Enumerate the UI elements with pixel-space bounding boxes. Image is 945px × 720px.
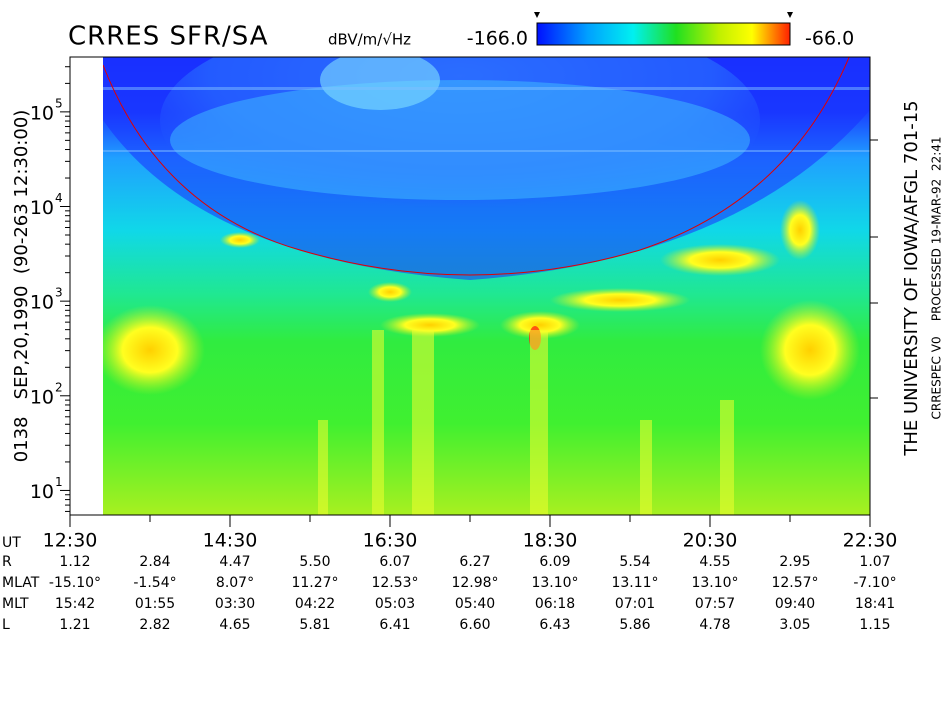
x-tick-label: 12:30 <box>43 530 98 552</box>
ephemeris-value: 6.27 <box>459 554 490 570</box>
ephemeris-value: 05:03 <box>375 596 415 612</box>
y-tick-label: 10 <box>30 386 54 408</box>
ephemeris-value: 1.15 <box>859 617 890 633</box>
ephemeris-value: 13.10° <box>531 575 578 591</box>
ephemeris-value: 07:01 <box>615 596 655 612</box>
ephemeris-value: 09:40 <box>775 596 815 612</box>
ephemeris-row-name: L <box>2 617 10 633</box>
ephemeris-value: -15.10° <box>49 575 101 591</box>
ephemeris-value: 5.54 <box>619 554 650 570</box>
ephemeris-value: 1.07 <box>859 554 890 570</box>
ephemeris-value: 4.78 <box>699 617 730 633</box>
ephemeris-value: 18:41 <box>855 596 895 612</box>
y-tick-label: 10 <box>30 197 54 219</box>
right-label: THE UNIVERSITY OF IOWA/AFGL 701-15 <box>901 100 922 456</box>
x-tick-label: 18:30 <box>523 530 578 552</box>
ephemeris-value: 6.07 <box>379 554 410 570</box>
ephemeris-value: 04:22 <box>295 596 335 612</box>
ephemeris-value: 13.11° <box>611 575 658 591</box>
ephemeris-value: 13.10° <box>691 575 738 591</box>
x-tick-label: 22:30 <box>843 530 898 552</box>
ephemeris-value: 6.60 <box>459 617 490 633</box>
ephemeris-row-name: MLT <box>2 596 29 612</box>
ephemeris-value: 4.47 <box>219 554 250 570</box>
colorbar <box>536 22 791 46</box>
ephemeris-value: -1.54° <box>133 575 176 591</box>
y-tick-label: 10 <box>30 481 54 503</box>
processing-note: CRRESPEC V0 PROCESSED 19-MAR-92 22:41 <box>930 136 944 419</box>
ephemeris-value: -7.10° <box>853 575 896 591</box>
chart-title: CRRES SFR/SA <box>68 22 269 52</box>
ephemeris-value: 2.95 <box>779 554 810 570</box>
ephemeris-value: 12.53° <box>371 575 418 591</box>
ephemeris-value: 5.86 <box>619 617 650 633</box>
ephemeris-value: 07:57 <box>695 596 735 612</box>
right-axis-ticks <box>870 139 878 399</box>
ephemeris-value: 5.50 <box>299 554 330 570</box>
ephemeris-value: 15:42 <box>55 596 95 612</box>
ephemeris-value: 1.12 <box>59 554 90 570</box>
y-tick-exponent: 3 <box>55 286 63 300</box>
x-tick-label: 14:30 <box>203 530 258 552</box>
ephemeris-value: 12.98° <box>451 575 498 591</box>
ephemeris-value: 2.84 <box>139 554 170 570</box>
ephemeris-value: 03:30 <box>215 596 255 612</box>
ephemeris-row-name: MLAT <box>2 575 40 591</box>
ephemeris-value: 1.21 <box>59 617 90 633</box>
y-tick-exponent: 1 <box>55 475 63 489</box>
left-label: 0138 SEP,20,1990 (90-263 12:30:00) <box>11 110 32 463</box>
ephemeris-value: 6.43 <box>539 617 570 633</box>
y-tick-exponent: 5 <box>55 96 63 110</box>
spectrogram <box>103 57 870 515</box>
x-tick-label: 20:30 <box>683 530 738 552</box>
ephemeris-value: 05:40 <box>455 596 495 612</box>
y-tick-exponent: 4 <box>55 191 63 205</box>
ephemeris-value: 11.27° <box>291 575 338 591</box>
y-tick-label: 10 <box>30 102 54 124</box>
ephemeris-value: 4.65 <box>219 617 250 633</box>
ephemeris-value: 4.55 <box>699 554 730 570</box>
colorbar-max-label: -66.0 <box>805 28 854 50</box>
colorbar-end-marker <box>787 12 793 18</box>
colorbar-unit: dBV/m/√Hz <box>328 31 411 49</box>
ephemeris-value: 2.82 <box>139 617 170 633</box>
ephemeris-value: 5.81 <box>299 617 330 633</box>
ephemeris-value: 01:55 <box>135 596 175 612</box>
ephemeris-value: 6.41 <box>379 617 410 633</box>
colorbar-min-label: -166.0 <box>467 28 528 50</box>
ephemeris-value: 06:18 <box>535 596 575 612</box>
colorbar-end-marker <box>534 12 540 18</box>
ephemeris-row-name: UT <box>2 535 21 551</box>
ephemeris-value: 8.07° <box>216 575 254 591</box>
y-tick-exponent: 2 <box>55 380 63 394</box>
ephemeris-value: 6.09 <box>539 554 570 570</box>
ephemeris-value: 3.05 <box>779 617 810 633</box>
x-tick-label: 16:30 <box>363 530 418 552</box>
ephemeris-row-name: R <box>2 554 12 570</box>
ephemeris-value: 12.57° <box>771 575 818 591</box>
y-tick-label: 10 <box>30 292 54 314</box>
